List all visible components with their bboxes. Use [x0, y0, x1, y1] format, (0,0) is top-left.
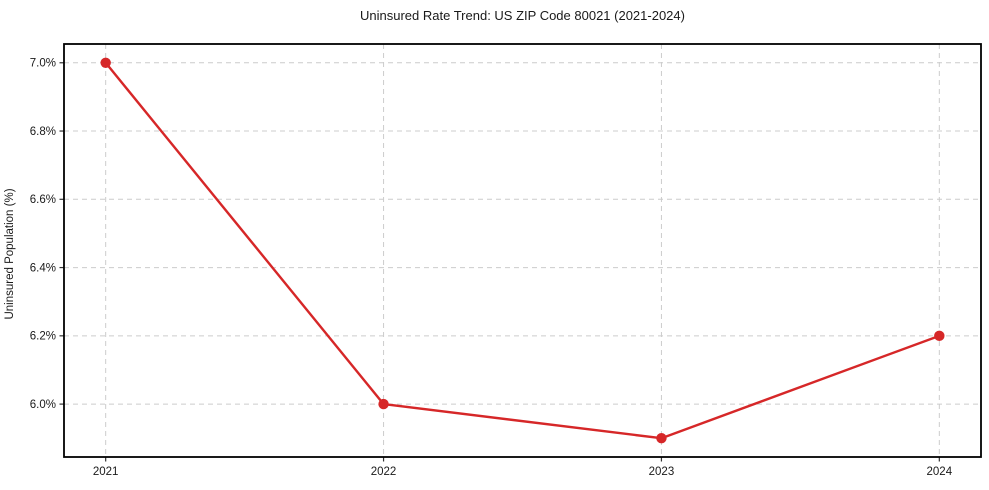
- y-tick-label: 6.6%: [30, 194, 56, 206]
- data-point: [100, 57, 111, 68]
- x-tick-label: 2021: [93, 466, 119, 478]
- y-tick-label: 6.8%: [30, 126, 56, 138]
- data-point: [934, 330, 945, 342]
- x-tick-label: 2022: [371, 466, 397, 478]
- data-point: [378, 398, 389, 410]
- y-tick-label: 6.0%: [30, 399, 56, 411]
- x-tick-label: 2023: [649, 466, 675, 478]
- y-axis-label-text: Uninsured Population (%): [4, 188, 16, 320]
- y-tick-label: 6.2%: [30, 331, 56, 343]
- chart-title: Uninsured Rate Trend: US ZIP Code 80021 …: [360, 8, 685, 23]
- data-point: [656, 433, 667, 444]
- y-tick-label: 6.4%: [30, 262, 56, 274]
- x-tick-label: 2024: [927, 466, 953, 478]
- y-tick-label: 7.0%: [30, 58, 56, 70]
- plot-border: [63, 43, 982, 458]
- trend-line: [104, 61, 941, 440]
